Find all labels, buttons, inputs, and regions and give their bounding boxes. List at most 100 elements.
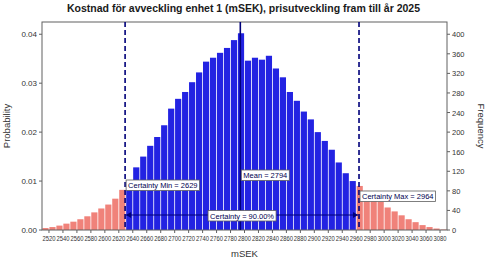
x-tick-label: 3020: [392, 235, 405, 242]
x-tick: [314, 230, 315, 233]
y2-tick-label: 320: [452, 69, 465, 78]
bar: [406, 219, 412, 230]
x-tick: [188, 230, 189, 233]
bar: [70, 222, 76, 230]
bar: [419, 225, 425, 230]
y2-tick-label: 0: [452, 226, 456, 235]
x-tick-label: 2540: [56, 235, 69, 242]
plot-area: [42, 22, 447, 230]
y-tick: [39, 181, 42, 182]
arrow-head: [353, 212, 358, 218]
frame: [42, 22, 447, 230]
chart: Kostnad för avveckling enhet 1 (mSEK), p…: [0, 0, 487, 263]
x-tick-label: 3080: [434, 235, 447, 242]
bar: [140, 157, 146, 230]
x-tick: [300, 230, 301, 233]
bar: [392, 211, 398, 230]
x-tick: [286, 230, 287, 233]
x-tick-label: 2940: [336, 235, 349, 242]
x-tick: [356, 230, 357, 233]
x-tick-label: 2880: [294, 235, 307, 242]
x-tick: [76, 230, 77, 233]
x-axis-label: mSEK: [231, 248, 259, 259]
y2-tick: [447, 112, 450, 113]
annotation: Certainty Max = 2964: [360, 191, 436, 202]
x-tick-label: 2700: [168, 235, 181, 242]
y2-tick: [447, 210, 450, 211]
x-tick-label: 3060: [420, 235, 433, 242]
annotation-text: Certainty = 90.00%: [210, 212, 274, 221]
annotation: Mean = 2794: [241, 170, 289, 181]
x-tick: [174, 230, 175, 233]
x-tick: [412, 230, 413, 233]
x-tick: [370, 230, 371, 233]
x-tick-label: 2680: [154, 235, 167, 242]
bar: [245, 61, 251, 230]
x-tick: [132, 230, 133, 233]
x-tick: [104, 230, 105, 233]
bar: [378, 202, 384, 230]
y-tick-label: 0.01: [21, 177, 37, 186]
bar: [412, 222, 418, 230]
bar: [259, 60, 265, 230]
bar: [217, 53, 223, 230]
annotation-box: [241, 170, 289, 181]
x-tick-label: 2580: [84, 235, 97, 242]
x-tick: [440, 230, 441, 233]
bar: [210, 58, 216, 230]
bar: [196, 72, 202, 230]
x-tick: [146, 230, 147, 233]
bar: [112, 199, 118, 230]
bar: [329, 150, 335, 230]
bar: [252, 58, 258, 230]
x-tick-label: 2780: [224, 235, 237, 242]
x-tick-label: 2820: [252, 235, 265, 242]
x-tick: [202, 230, 203, 233]
y-tick-label: 0.03: [21, 79, 37, 88]
x-tick-label: 2920: [322, 235, 335, 242]
y-tick: [39, 34, 42, 35]
x-tick-label: 2860: [280, 235, 293, 242]
bar: [231, 40, 237, 230]
x-tick: [230, 230, 231, 233]
x-tick-label: 2600: [98, 235, 111, 242]
x-tick-label: 2960: [350, 235, 363, 242]
bar: [168, 109, 174, 230]
marker-line: [124, 22, 126, 230]
bar: [133, 167, 139, 230]
x-tick: [384, 230, 385, 233]
y2-tick: [447, 230, 450, 231]
y2-tick: [447, 34, 450, 35]
x-tick-label: 2800: [238, 235, 251, 242]
marker-line: [240, 22, 242, 230]
x-tick-label: 2840: [266, 235, 279, 242]
bar: [182, 92, 188, 230]
x-tick: [272, 230, 273, 233]
bar: [385, 207, 391, 230]
y-tick-label: 0.00: [21, 226, 37, 235]
bar: [294, 101, 300, 230]
bar: [56, 226, 62, 230]
y2-tick-label: 400: [452, 30, 465, 39]
x-tick: [426, 230, 427, 233]
bar: [336, 162, 342, 230]
x-tick-label: 2760: [210, 235, 223, 242]
bars: [42, 33, 446, 230]
bar: [175, 99, 181, 230]
y-tick: [39, 132, 42, 133]
bar: [273, 68, 279, 230]
x-tick-label: 2740: [196, 235, 209, 242]
bar: [189, 82, 195, 230]
y2-tick: [447, 53, 450, 54]
y-axis-label: Probability: [1, 104, 12, 149]
y2-axis-label: Frequency: [476, 104, 487, 149]
x-tick: [398, 230, 399, 233]
bar: [343, 173, 349, 230]
bar: [280, 77, 286, 230]
x-tick-label: 3000: [378, 235, 391, 242]
x-tick: [160, 230, 161, 233]
bar: [77, 219, 83, 230]
bar: [301, 112, 307, 230]
y2-tick-label: 40: [452, 206, 460, 215]
bar: [98, 208, 104, 230]
